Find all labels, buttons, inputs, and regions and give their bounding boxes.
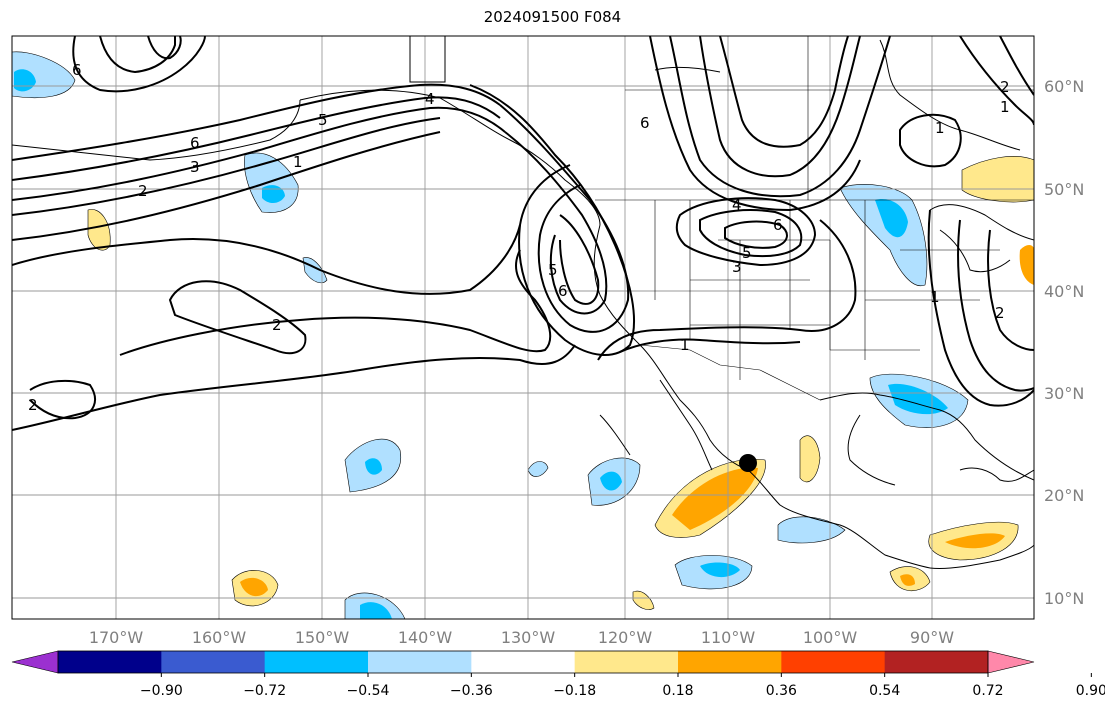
colorbar-tick-label: 0.18 [662,683,693,699]
colorbar-segment [471,651,576,673]
contour-label-1: 1 [293,153,303,171]
lon-label-110w: 110°W [701,628,756,647]
contour-label-3b: 3 [732,258,742,276]
storm-position-marker [739,454,757,472]
colorbar-extend-low [11,650,59,674]
contour-label-5c: 5 [548,261,558,279]
lat-label-40: 40°N [1044,282,1084,301]
lat-label-10: 10°N [1044,589,1084,608]
lon-label-130w: 130°W [501,628,556,647]
lon-label-140w: 140°W [398,628,453,647]
colorbar-tick-label: −0.90 [140,683,183,699]
height-contours [12,36,1034,431]
lat-label-30: 30°N [1044,384,1084,403]
contour-label-6e: 6 [558,282,568,300]
contour-label-1d: 1 [930,288,940,306]
contour-label-2b: 2 [272,316,282,334]
colorbar-tick-label: −0.54 [347,683,390,699]
graticule [12,36,1034,619]
colorbar-tick-label: −0.18 [553,683,596,699]
contour-label-2: 2 [138,182,148,200]
coastlines [12,36,1034,569]
colorbar: −0.90 −0.72 −0.54 −0.36 −0.18 0.18 0.36 0.54 0.7… [11,650,1105,699]
contour-label-6b: 6 [190,134,200,152]
colorbar-tick-label: −0.36 [450,683,493,699]
contour-labels: 6 6 5 4 3 2 1 2 6 4 6 5 3 5 6 1 1 1 2 2 … [28,61,1010,414]
map-frame [11,35,1035,620]
contour-label-4: 4 [425,90,435,108]
longitude-labels: 170°W 160°W 150°W 140°W 130°W 120°W 110°… [89,628,954,647]
lat-label-60: 60°N [1044,77,1084,96]
contour-label-6: 6 [72,61,82,79]
colorbar-segment [574,651,679,673]
colorbar-tick-label: −0.72 [243,683,286,699]
lon-label-120w: 120°W [598,628,653,647]
lon-label-100w: 100°W [803,628,858,647]
colorbar-segment [58,651,162,673]
contour-label-5b: 5 [742,244,752,262]
colorbar-segment [678,651,782,673]
lon-label-90w: 90°W [910,628,954,647]
colorbar-tick-label: 0.36 [766,683,797,699]
lat-label-50: 50°N [1044,180,1084,199]
contour-label-1b: 1 [680,336,690,354]
contour-label-4b: 4 [732,196,742,214]
contour-label-1e: 1 [1000,98,1010,116]
contour-label-6c: 6 [640,114,650,132]
lon-label-160w: 160°W [192,628,247,647]
anomaly-shading [12,51,1034,619]
lon-label-150w: 150°W [295,628,350,647]
colorbar-tick-label: 0.54 [869,683,900,699]
map-title: 2024091500 F084 [483,8,622,26]
contour-label-1c: 1 [935,119,945,137]
contour-label-2e: 2 [28,396,38,414]
colorbar-tick-label: 0.90 [1076,683,1105,699]
latitude-labels: 60°N 50°N 40°N 30°N 20°N 10°N [1044,77,1084,608]
lat-label-20: 20°N [1044,486,1084,505]
lon-label-170w: 170°W [89,628,144,647]
contour-label-5: 5 [318,111,328,129]
contour-label-3: 3 [190,158,200,176]
colorbar-segment [884,651,989,673]
colorbar-segment [161,651,266,673]
colorbar-segment [781,651,886,673]
colorbar-tick-label: 0.72 [972,683,1003,699]
colorbar-extend-high [987,650,1035,674]
contour-label-2c: 2 [995,304,1005,322]
contour-label-6d: 6 [773,216,783,234]
colorbar-segment [264,651,369,673]
contour-label-2d: 2 [1000,78,1010,96]
colorbar-frame [57,650,989,674]
colorbar-segment [368,651,472,673]
